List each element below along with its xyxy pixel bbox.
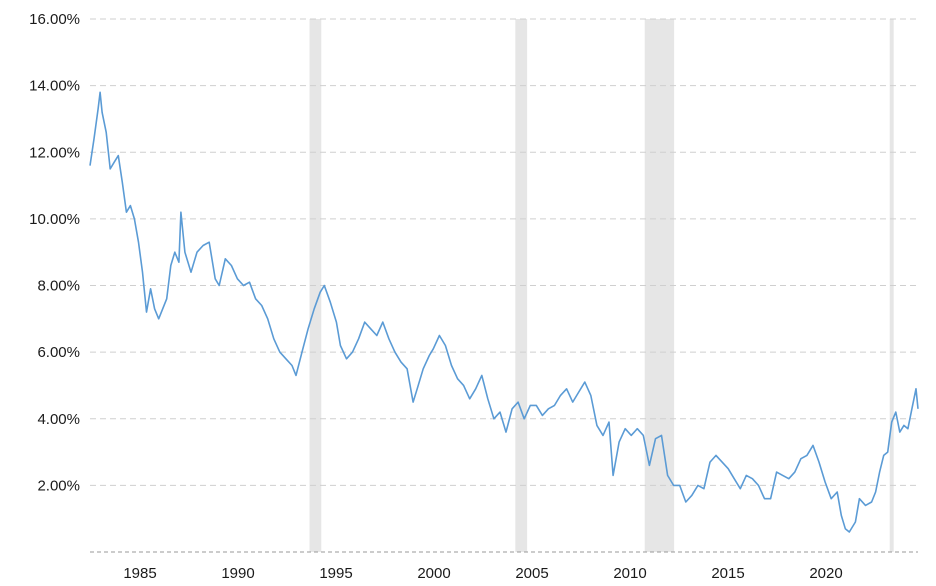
x-tick-label: 2015 — [711, 565, 744, 582]
gridlines — [90, 18, 918, 486]
x-tick-label: 2020 — [809, 565, 842, 582]
y-tick-label: 16.00% — [29, 11, 80, 28]
x-tick-label: 2000 — [417, 565, 450, 582]
x-axis-ticks: 1985 1990 1995 2000 2005 2010 2015 2020 — [123, 565, 842, 582]
y-tick-label: 2.00% — [37, 477, 80, 494]
y-tick-label: 6.00% — [37, 344, 80, 361]
x-tick-label: 1985 — [123, 565, 156, 582]
x-tick-label: 1990 — [221, 565, 254, 582]
y-tick-label: 10.00% — [29, 211, 80, 228]
x-tick-label: 2010 — [613, 565, 646, 582]
y-tick-label: 12.00% — [29, 144, 80, 161]
series-line-1 — [89, 91, 919, 533]
shaded-period-3 — [644, 19, 675, 552]
x-tick-label: 2005 — [515, 565, 548, 582]
y-tick-label: 8.00% — [37, 278, 80, 295]
plot-series — [89, 91, 919, 533]
x-tick-label: 1995 — [319, 565, 352, 582]
y-tick-label: 14.00% — [29, 78, 80, 95]
y-axis-ticks: 2.00% 4.00% 6.00% 8.00% 10.00% 12.00% 14.00% 16… — [29, 11, 80, 494]
y-tick-label: 4.00% — [37, 411, 80, 428]
